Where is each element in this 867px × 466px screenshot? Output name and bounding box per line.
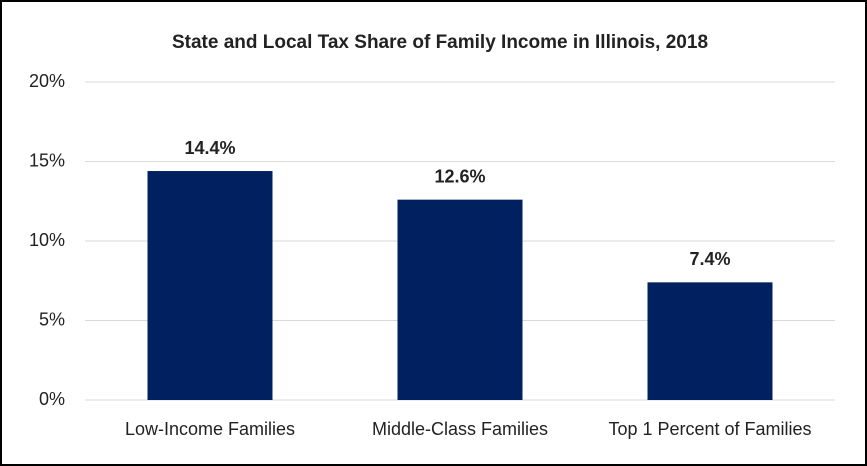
x-tick-label: Low-Income Families	[125, 419, 295, 439]
y-tick-label: 15%	[29, 150, 65, 170]
bar	[147, 171, 273, 400]
y-tick-label: 0%	[39, 389, 65, 409]
bar	[647, 282, 773, 400]
value-label: 7.4%	[689, 249, 730, 269]
y-tick-label: 10%	[29, 230, 65, 250]
bar	[397, 199, 523, 400]
y-tick-label: 5%	[39, 309, 65, 329]
y-tick-label: 20%	[29, 71, 65, 91]
value-label: 14.4%	[184, 138, 235, 158]
value-label: 12.6%	[434, 166, 485, 186]
x-tick-label: Middle-Class Families	[372, 419, 548, 439]
chart-title: State and Local Tax Share of Family Inco…	[172, 32, 708, 53]
x-tick-label: Top 1 Percent of Families	[608, 419, 811, 439]
